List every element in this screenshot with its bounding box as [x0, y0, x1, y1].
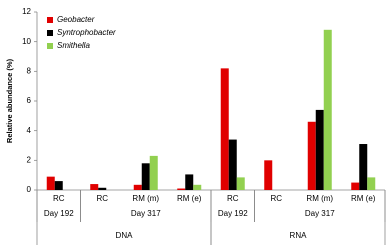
bar — [220, 68, 229, 190]
bar — [323, 29, 332, 190]
bar — [54, 181, 63, 190]
y-tick-label: 2 — [27, 155, 32, 164]
y-tick-label: 12 — [22, 7, 31, 16]
bar — [46, 176, 55, 190]
bar — [307, 121, 316, 190]
bar — [98, 187, 107, 190]
x-group-label: Day 317 — [131, 209, 161, 218]
y-tick-label: 4 — [27, 126, 32, 135]
legend-label: Geobacter — [57, 15, 95, 24]
bar — [236, 177, 245, 190]
x-tick-label: RM (e) — [351, 194, 376, 203]
x-tick-label: RM (m) — [306, 194, 333, 203]
y-tick-label: 0 — [27, 185, 32, 194]
x-tick-label: RC — [53, 194, 65, 203]
bar — [264, 160, 273, 190]
y-tick-label: 10 — [22, 37, 31, 46]
legend-swatch — [47, 30, 53, 36]
x-tick-label: RC — [270, 194, 282, 203]
x-group-label: Day 317 — [305, 209, 335, 218]
legend-swatch — [47, 43, 53, 49]
y-axis-label: Relative abundance (%) — [5, 58, 14, 143]
x-group-label: DNA — [116, 231, 134, 240]
x-tick-label: RC — [96, 194, 108, 203]
x-group-label: RNA — [290, 231, 308, 240]
legend-label: Syntrophobacter — [57, 28, 116, 37]
bar — [149, 155, 158, 190]
bar — [185, 174, 194, 190]
y-tick-label: 8 — [27, 66, 32, 75]
bar — [367, 177, 376, 190]
bar — [133, 184, 142, 190]
bar — [351, 182, 360, 190]
x-tick-label: RM (m) — [132, 194, 159, 203]
x-tick-label: RM (e) — [177, 194, 202, 203]
x-tick-label: RC — [227, 194, 239, 203]
bar — [90, 184, 99, 190]
bar — [193, 184, 202, 190]
legend-swatch — [47, 17, 53, 23]
bar — [315, 109, 324, 190]
y-tick-label: 6 — [27, 96, 32, 105]
bar — [141, 163, 150, 190]
bar — [177, 188, 186, 190]
legend-label: Smithella — [57, 41, 90, 50]
x-group-label: Day 192 — [218, 209, 248, 218]
bar — [228, 139, 237, 190]
bar — [359, 144, 368, 190]
x-group-label: Day 192 — [44, 209, 74, 218]
